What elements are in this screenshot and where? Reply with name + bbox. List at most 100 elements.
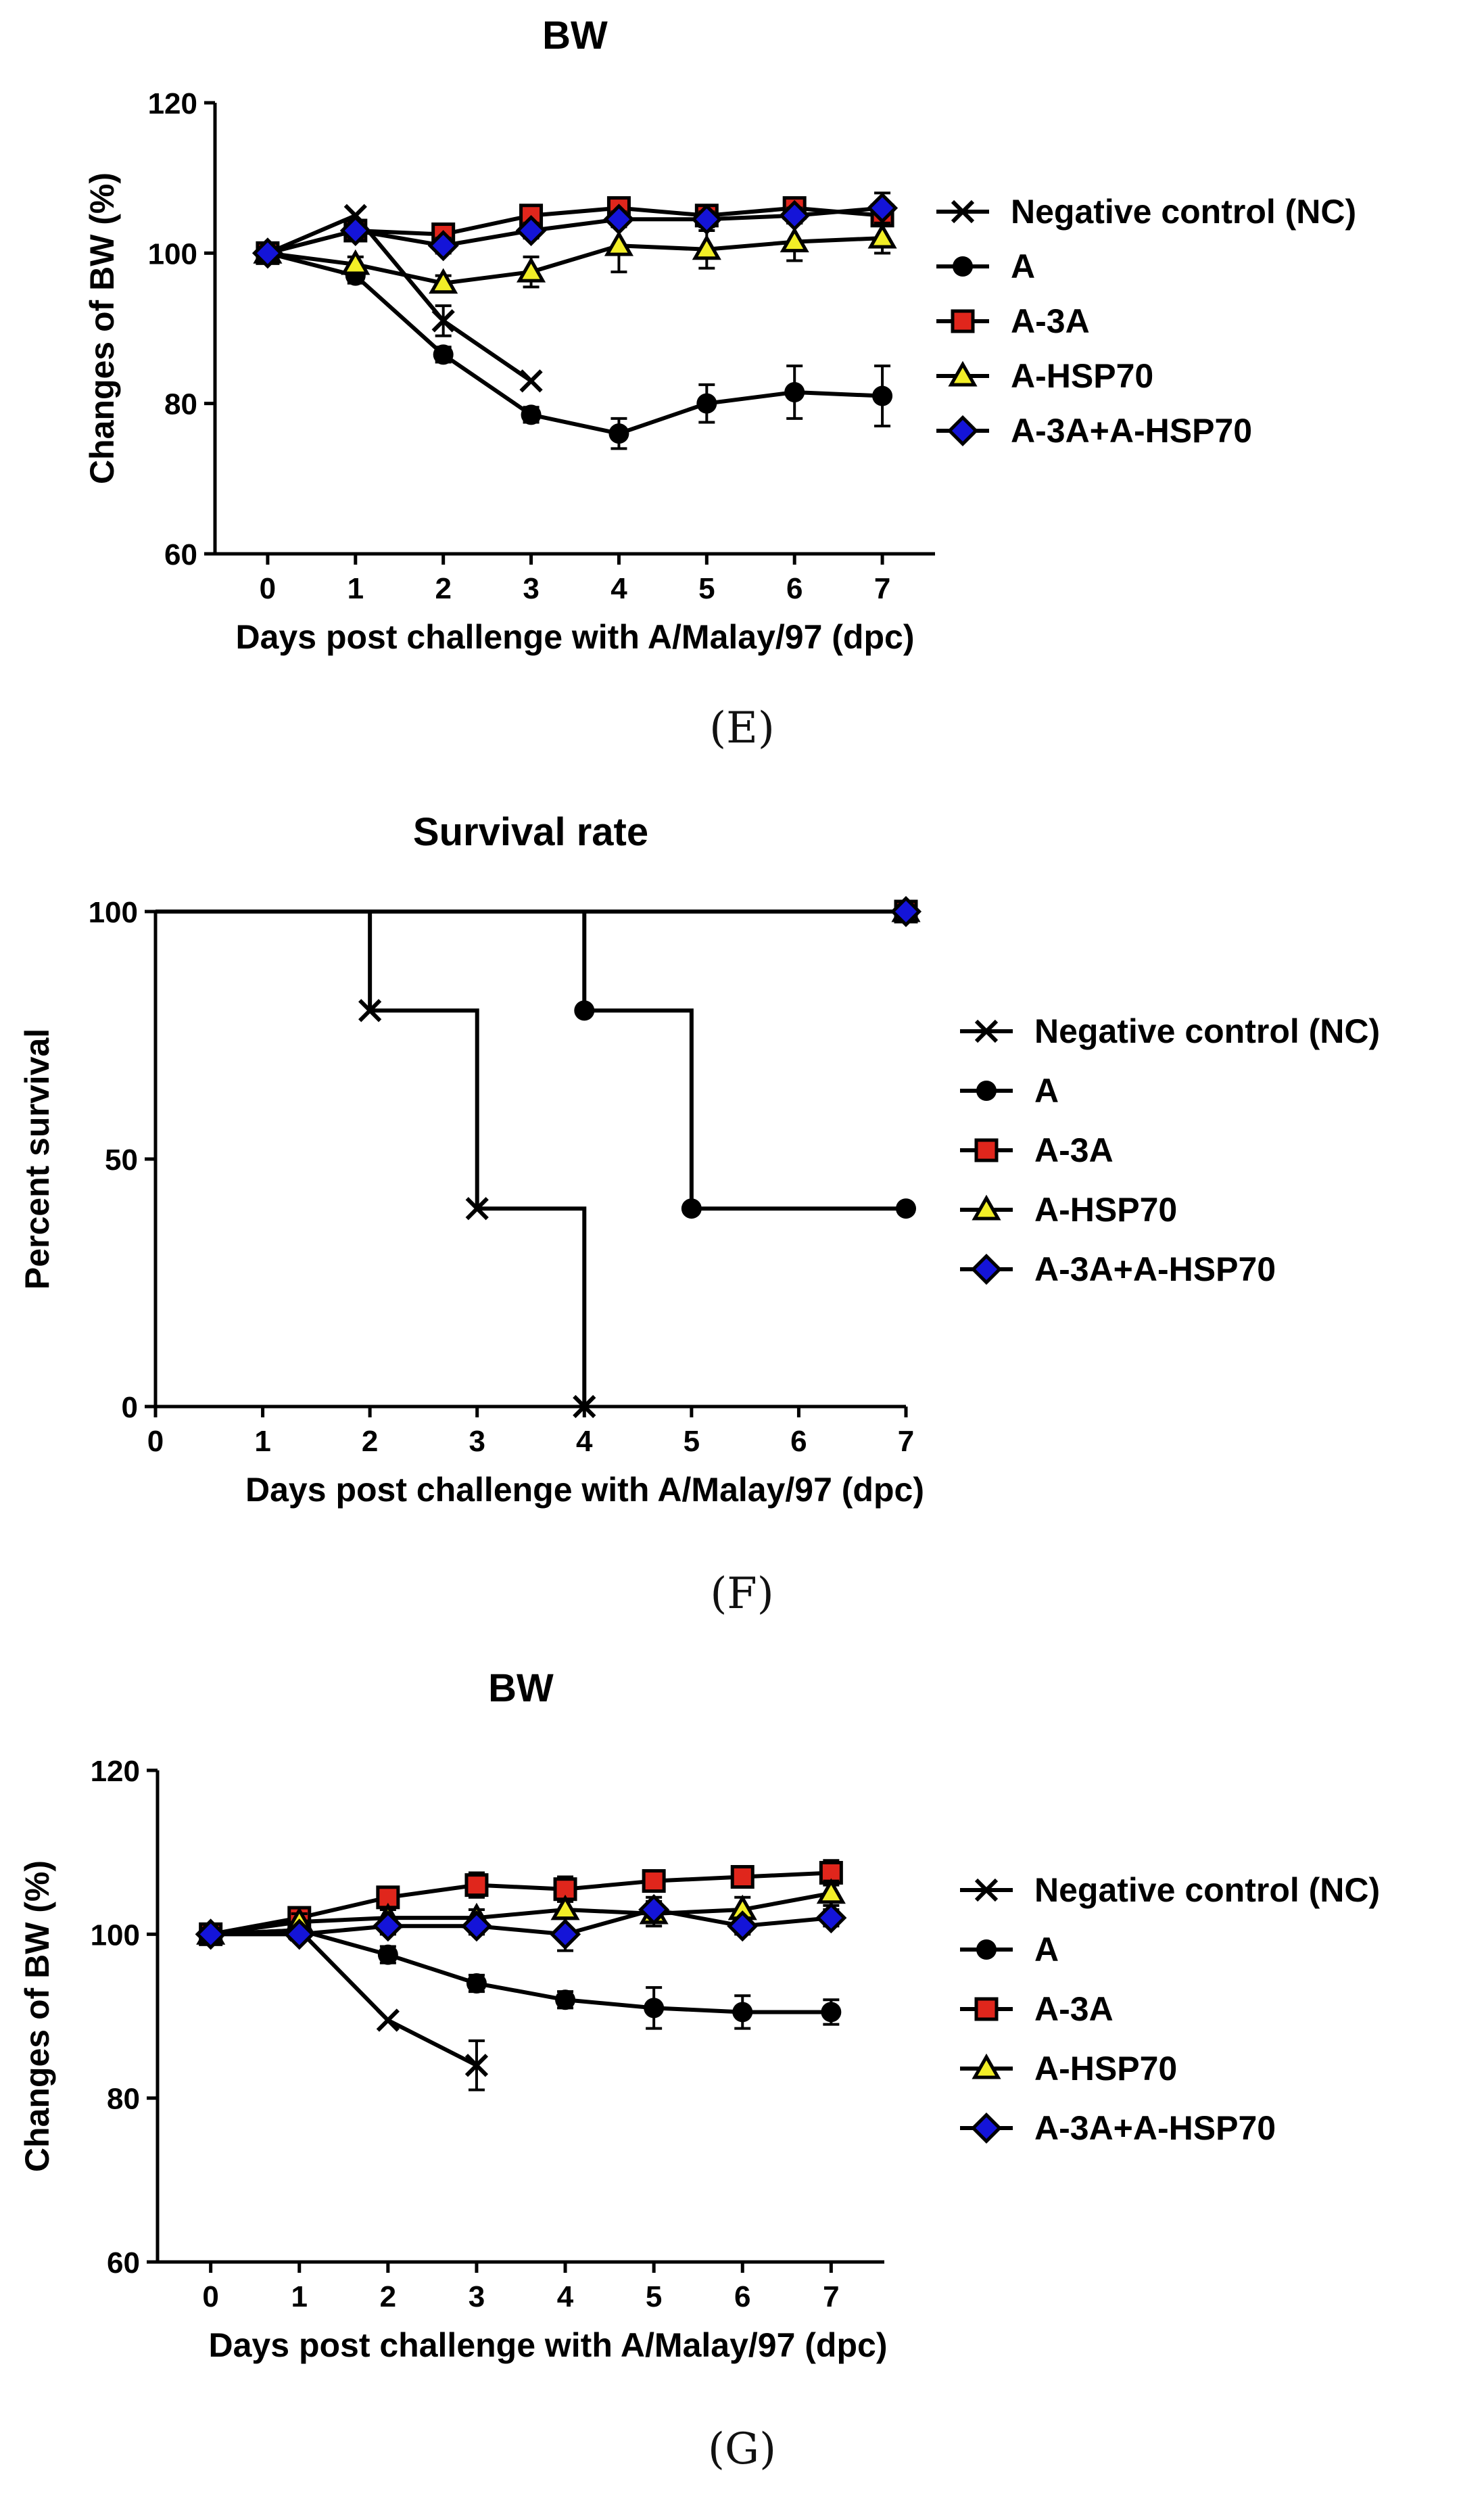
y-axis-label: Percent survival	[18, 1029, 56, 1290]
legend-label: A-HSP70	[1034, 1191, 1177, 1229]
data-point-stroke-b	[464, 2054, 489, 2077]
x-tick-label: 4	[611, 572, 627, 605]
data-point	[573, 1394, 596, 1419]
x-tick-label: 7	[823, 2280, 839, 2313]
legend-marker	[976, 1939, 997, 1960]
series-a-3a-a-hsp70	[155, 895, 922, 928]
legend-label: A-HSP70	[1011, 357, 1153, 395]
data-point	[604, 230, 633, 256]
x-tick-label: 2	[435, 572, 451, 605]
legend-label: A	[1011, 247, 1035, 285]
data-point	[376, 2008, 400, 2032]
x-tick-label: 6	[786, 572, 803, 605]
data-point	[460, 1910, 492, 1942]
y-tick-label: 80	[164, 388, 197, 421]
legend-item: Negative control (NC)	[960, 1012, 1380, 1050]
legend-item: A-3A+A-HSP70	[936, 412, 1252, 450]
series-nc	[199, 1918, 489, 2092]
data-point	[821, 2002, 842, 2023]
chart-title: BW	[488, 1666, 554, 1710]
data-point	[784, 381, 805, 402]
data-point	[555, 1989, 576, 2010]
data-point	[341, 249, 370, 275]
step-line	[155, 910, 906, 1211]
legend-item: A-3A	[960, 1990, 1114, 2028]
legend-label: A	[1034, 1931, 1059, 1968]
data-point	[515, 214, 547, 247]
chart-f: Survival rate 0 50 100 0 1 2 3 4 5 6 7 Days post cha…	[18, 810, 1380, 1509]
data-point	[890, 895, 922, 928]
x-tick-label: 3	[469, 1425, 485, 1458]
legend: Negative control (NC) A A-3A A-HSP70 A-3A+A-…	[960, 1012, 1380, 1288]
y-tick-label: 80	[107, 2083, 140, 2116]
series-a	[155, 910, 916, 1219]
x-tick-label: 0	[147, 1425, 164, 1458]
data-point	[283, 1918, 315, 1950]
data-point	[692, 234, 721, 260]
x-tick-label: 4	[557, 2280, 574, 2313]
legend-label: A	[1034, 1072, 1059, 1110]
legend-item: A-HSP70	[936, 357, 1153, 395]
data-point	[867, 192, 899, 224]
series-line	[266, 213, 533, 383]
chart-g: BW 60 80 100 120 0 1 2 3 4 5 6 7 Days post challenge …	[18, 1666, 1380, 2364]
data-point	[642, 1869, 666, 1893]
axes: 0 50 100 0 1 2 3 4 5 6 7	[89, 896, 915, 1458]
data-point	[521, 404, 542, 425]
data-point-stroke-b	[358, 999, 382, 1022]
x-tick-label: 5	[698, 572, 715, 605]
panel-f: Survival rate 0 50 100 0 1 2 3 4 5 6 7 Days post cha…	[0, 778, 1484, 1616]
data-point	[727, 1910, 759, 1942]
data-point	[339, 214, 371, 247]
caption-g: (G)	[707, 2424, 777, 2474]
y-tick-label: 60	[107, 2246, 140, 2280]
data-point-stroke-b	[376, 2008, 400, 2032]
series-a	[257, 243, 893, 450]
data-point	[377, 1944, 398, 1965]
legend-item: Negative control (NC)	[960, 1871, 1380, 1909]
x-tick-label: 2	[362, 1425, 378, 1458]
x-tick-label: 0	[260, 572, 276, 605]
axes: 60 80 100 120 0 1 2 3 4 5 6 7	[91, 1755, 884, 2313]
legend-label: A-3A+A-HSP70	[1011, 412, 1252, 450]
legend-label: A-3A+A-HSP70	[1034, 1250, 1276, 1288]
data-point	[433, 344, 454, 365]
series-line	[210, 1891, 832, 1937]
data-point-stroke-b	[465, 1197, 489, 1221]
series-a-3a-a-hsp70	[252, 191, 899, 269]
legend-marker	[947, 415, 979, 447]
legend-item: A	[936, 247, 1035, 285]
data-point-stroke-b	[431, 309, 455, 333]
chart-e: BW 60 80 100 120 0 1 2 3 4 5 6 7 Days post challenge …	[83, 14, 1356, 656]
x-tick-label: 5	[646, 2280, 662, 2313]
data-point	[691, 204, 723, 235]
legend-marker	[948, 360, 978, 387]
chart-title: BW	[542, 14, 608, 57]
data-point	[427, 230, 459, 262]
series-line	[210, 1907, 832, 1937]
x-tick-label: 1	[291, 2280, 308, 2313]
legend-item: A-3A	[936, 302, 1090, 340]
legend-marker	[974, 1138, 999, 1162]
data-point	[730, 1865, 755, 1889]
legend-label: A-3A	[1034, 1131, 1114, 1169]
legend-item: A-HSP70	[960, 2050, 1177, 2088]
data-point	[780, 227, 809, 253]
series-line	[210, 1928, 478, 2067]
legend-marker	[953, 256, 973, 277]
y-axis-label: Changes of BW (%)	[18, 1860, 56, 2172]
legend-marker	[972, 2053, 1001, 2079]
data-point	[195, 1918, 226, 1950]
legend-marker-stroke-b	[974, 1878, 999, 1902]
legend-item: Negative control (NC)	[936, 193, 1356, 231]
x-tick-label: 6	[790, 1425, 807, 1458]
legend-label: Negative control (NC)	[1011, 193, 1356, 231]
y-tick-label: 120	[148, 87, 197, 120]
series-line	[267, 236, 883, 285]
axes: 60 80 100 120 0 1 2 3 4 5 6 7	[148, 87, 935, 605]
step-line	[155, 910, 587, 1407]
y-tick-label: 120	[91, 1755, 140, 1788]
data-point	[466, 1973, 487, 1994]
legend-marker	[951, 309, 975, 333]
data-point	[779, 199, 811, 231]
